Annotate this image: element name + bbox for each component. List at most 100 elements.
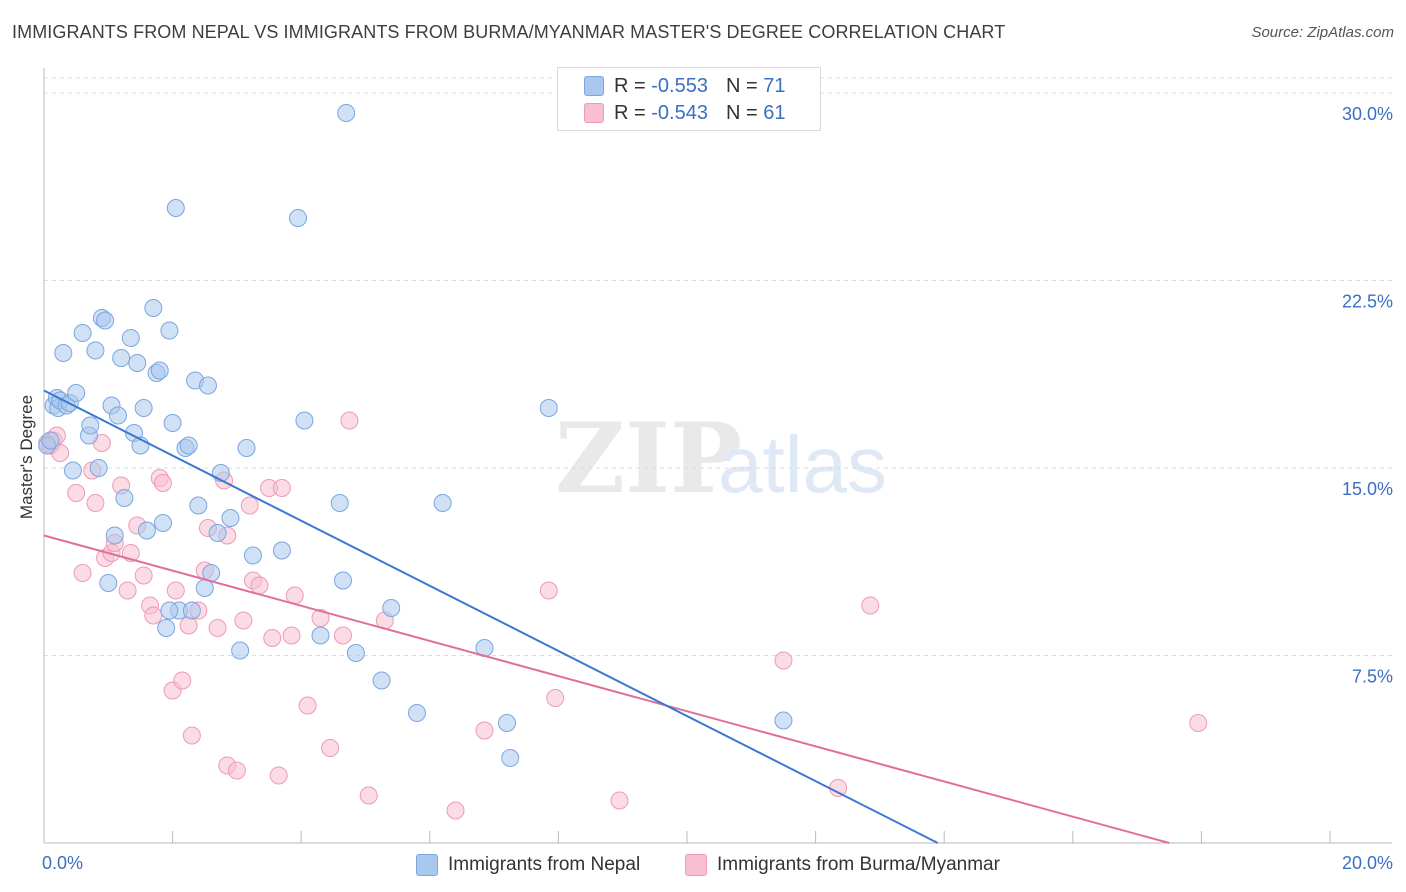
nepal-point <box>96 311 115 330</box>
nepal-point <box>231 641 250 660</box>
trend-lines <box>43 389 1170 844</box>
nepal-point <box>99 574 118 592</box>
nepal-point <box>112 349 131 367</box>
nepal-trend-line <box>43 389 939 844</box>
burma-point <box>234 611 253 630</box>
nepal-point <box>433 494 452 512</box>
nepal-point <box>160 321 179 340</box>
nepal-point <box>198 376 217 395</box>
y-tick-label: 22.5% <box>1342 292 1393 312</box>
nepal-point <box>128 354 147 372</box>
burma-trend-line <box>43 534 1170 844</box>
burma-point <box>333 626 352 645</box>
burma-swatch <box>584 103 604 123</box>
nepal-point <box>54 344 73 362</box>
burma-point <box>134 566 153 585</box>
correlation-legend: R = -0.553 N = 71 R = -0.543 N = 61 <box>557 67 821 131</box>
nepal-point <box>166 199 185 217</box>
bottom-legend-burma: Immigrants from Burma/Myanmar <box>685 851 1000 879</box>
nepal-point <box>372 671 391 690</box>
burma-r-value: -0.543 <box>651 101 708 124</box>
nepal-point <box>150 361 169 380</box>
burma-point <box>118 581 137 600</box>
nepal-point <box>144 299 163 317</box>
nepal-point <box>105 526 124 545</box>
nepal-point <box>497 714 516 732</box>
nepal-point <box>63 461 82 480</box>
nepal-point <box>382 599 401 617</box>
y-axis-label: Master's Degree <box>17 395 36 519</box>
watermark-atlas: atlas <box>718 420 887 509</box>
nepal-point <box>108 406 127 425</box>
burma-point <box>263 629 282 647</box>
nepal-point <box>501 749 520 767</box>
nepal-point <box>337 104 356 122</box>
nepal-point <box>330 494 349 512</box>
burma-point <box>173 671 192 690</box>
burma-point <box>179 616 198 635</box>
tick-labels: 7.5% 15.0% 22.5% 30.0% 0.0% 20.0% <box>42 104 1393 873</box>
burma-point <box>446 801 465 820</box>
burma-point <box>539 581 558 600</box>
burma-point <box>321 739 340 757</box>
nepal-legend-swatch <box>416 854 438 876</box>
nepal-point <box>41 431 60 450</box>
burma-n-value: 61 <box>763 101 786 124</box>
nepal-point <box>137 521 156 540</box>
nepal-point <box>295 411 314 430</box>
nepal-point <box>243 546 262 565</box>
nepal-n-label: N = <box>725 74 758 97</box>
nepal-point <box>73 324 92 342</box>
y-tick-label: 15.0% <box>1342 479 1393 499</box>
burma-point <box>475 721 494 740</box>
burma-point <box>610 791 629 810</box>
burma-n-label: N = <box>725 101 758 124</box>
burma-point <box>298 696 317 715</box>
nepal-point <box>134 399 153 417</box>
source-note: Source: ZipAtlas.com <box>1251 24 1394 41</box>
nepal-point <box>208 524 227 542</box>
nepal-point <box>333 571 352 590</box>
burma-point <box>282 626 301 645</box>
nepal-point <box>539 399 558 417</box>
burma-point <box>144 606 163 625</box>
nepal-point <box>160 601 179 620</box>
nepal-swatch <box>584 76 604 96</box>
nepal-r-value: -0.553 <box>651 74 708 97</box>
nepal-point <box>121 329 140 347</box>
nepal-point <box>189 496 208 515</box>
burma-point <box>86 494 105 512</box>
nepal-point <box>311 626 330 645</box>
nepal-n-value: 71 <box>763 74 786 97</box>
nepal-point <box>774 711 793 730</box>
nepal-point <box>67 384 86 402</box>
y-tick-label: 7.5% <box>1352 667 1393 687</box>
nepal-point <box>288 209 307 227</box>
nepal-point <box>115 489 134 507</box>
burma-point <box>1189 714 1208 732</box>
legend-row-burma: R = -0.543 N = 61 <box>584 100 785 126</box>
burma-point <box>182 726 201 745</box>
burma-point <box>340 411 359 430</box>
burma-point <box>227 761 246 780</box>
burma-legend-swatch <box>685 854 707 876</box>
burma-point <box>861 596 880 615</box>
grid-lines <box>44 77 1392 656</box>
nepal-point <box>81 416 100 435</box>
burma-r-label: R = <box>614 101 646 124</box>
burma-point <box>829 779 848 797</box>
nepal-r-label: R = <box>614 74 646 97</box>
bottom-legend-nepal: Immigrants from Nepal <box>416 851 640 879</box>
burma-legend-label: Immigrants from Burma/Myanmar <box>717 854 1000 875</box>
burma-point <box>250 576 269 595</box>
nepal-point <box>221 509 240 527</box>
burma-point <box>546 689 565 707</box>
watermark: ZIP atlas <box>555 402 887 515</box>
burma-point <box>359 786 378 805</box>
x-tick-label-end: 20.0% <box>1342 853 1393 873</box>
burma-point <box>269 766 288 785</box>
burma-point <box>73 564 92 582</box>
nepal-point <box>86 341 105 360</box>
nepal-point <box>153 514 172 532</box>
chart-title: IMMIGRANTS FROM NEPAL VS IMMIGRANTS FROM… <box>12 22 1006 42</box>
